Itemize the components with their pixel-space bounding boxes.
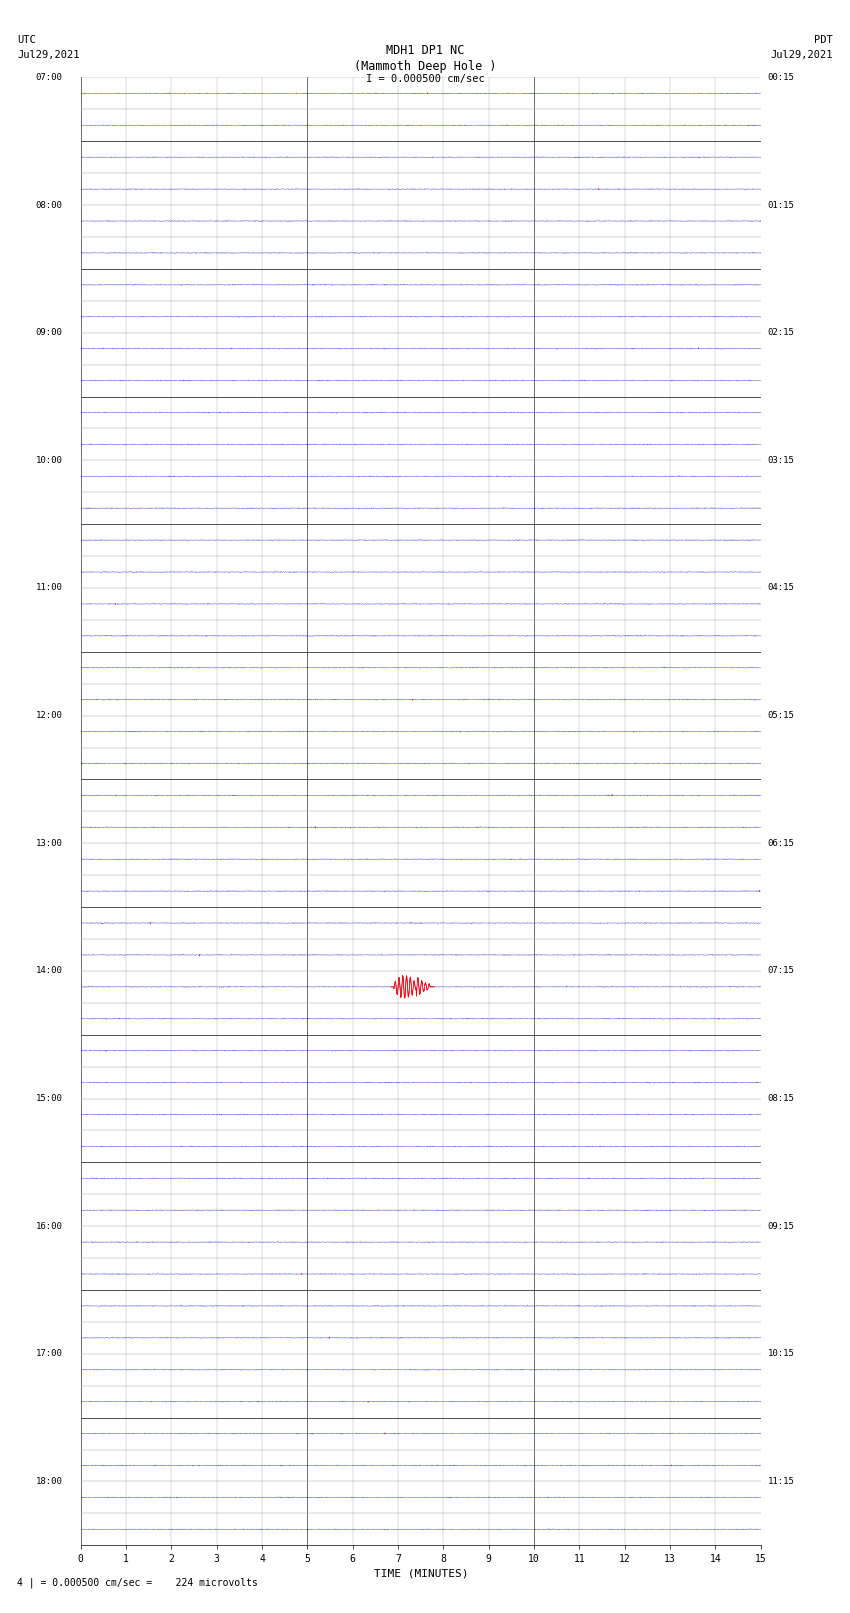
Text: 10:15: 10:15 <box>768 1350 795 1358</box>
Text: 07:15: 07:15 <box>768 966 795 976</box>
Text: 06:15: 06:15 <box>768 839 795 848</box>
X-axis label: TIME (MINUTES): TIME (MINUTES) <box>373 1568 468 1579</box>
Text: 17:00: 17:00 <box>36 1350 63 1358</box>
Text: 00:15: 00:15 <box>768 73 795 82</box>
Text: MDH1 DP1 NC: MDH1 DP1 NC <box>386 44 464 56</box>
Text: 02:15: 02:15 <box>768 327 795 337</box>
Text: 01:15: 01:15 <box>768 200 795 210</box>
Text: Jul29,2021: Jul29,2021 <box>17 50 80 60</box>
Text: 12:00: 12:00 <box>36 711 63 719</box>
Text: 11:00: 11:00 <box>36 584 63 592</box>
Text: 07:00: 07:00 <box>36 73 63 82</box>
Text: 10:00: 10:00 <box>36 456 63 465</box>
Text: UTC: UTC <box>17 35 36 45</box>
Text: I = 0.000500 cm/sec: I = 0.000500 cm/sec <box>366 74 484 84</box>
Text: (Mammoth Deep Hole ): (Mammoth Deep Hole ) <box>354 60 496 73</box>
Text: 11:15: 11:15 <box>768 1478 795 1486</box>
Text: 09:15: 09:15 <box>768 1221 795 1231</box>
Text: 16:00: 16:00 <box>36 1221 63 1231</box>
Text: 4 | = 0.000500 cm/sec =    224 microvolts: 4 | = 0.000500 cm/sec = 224 microvolts <box>17 1578 258 1589</box>
Text: 03:15: 03:15 <box>768 456 795 465</box>
Text: PDT: PDT <box>814 35 833 45</box>
Text: 04:15: 04:15 <box>768 584 795 592</box>
Text: 05:15: 05:15 <box>768 711 795 719</box>
Text: 08:00: 08:00 <box>36 200 63 210</box>
Text: 08:15: 08:15 <box>768 1094 795 1103</box>
Text: 14:00: 14:00 <box>36 966 63 976</box>
Text: Jul29,2021: Jul29,2021 <box>770 50 833 60</box>
Text: 09:00: 09:00 <box>36 327 63 337</box>
Text: 13:00: 13:00 <box>36 839 63 848</box>
Text: 15:00: 15:00 <box>36 1094 63 1103</box>
Text: 18:00: 18:00 <box>36 1478 63 1486</box>
